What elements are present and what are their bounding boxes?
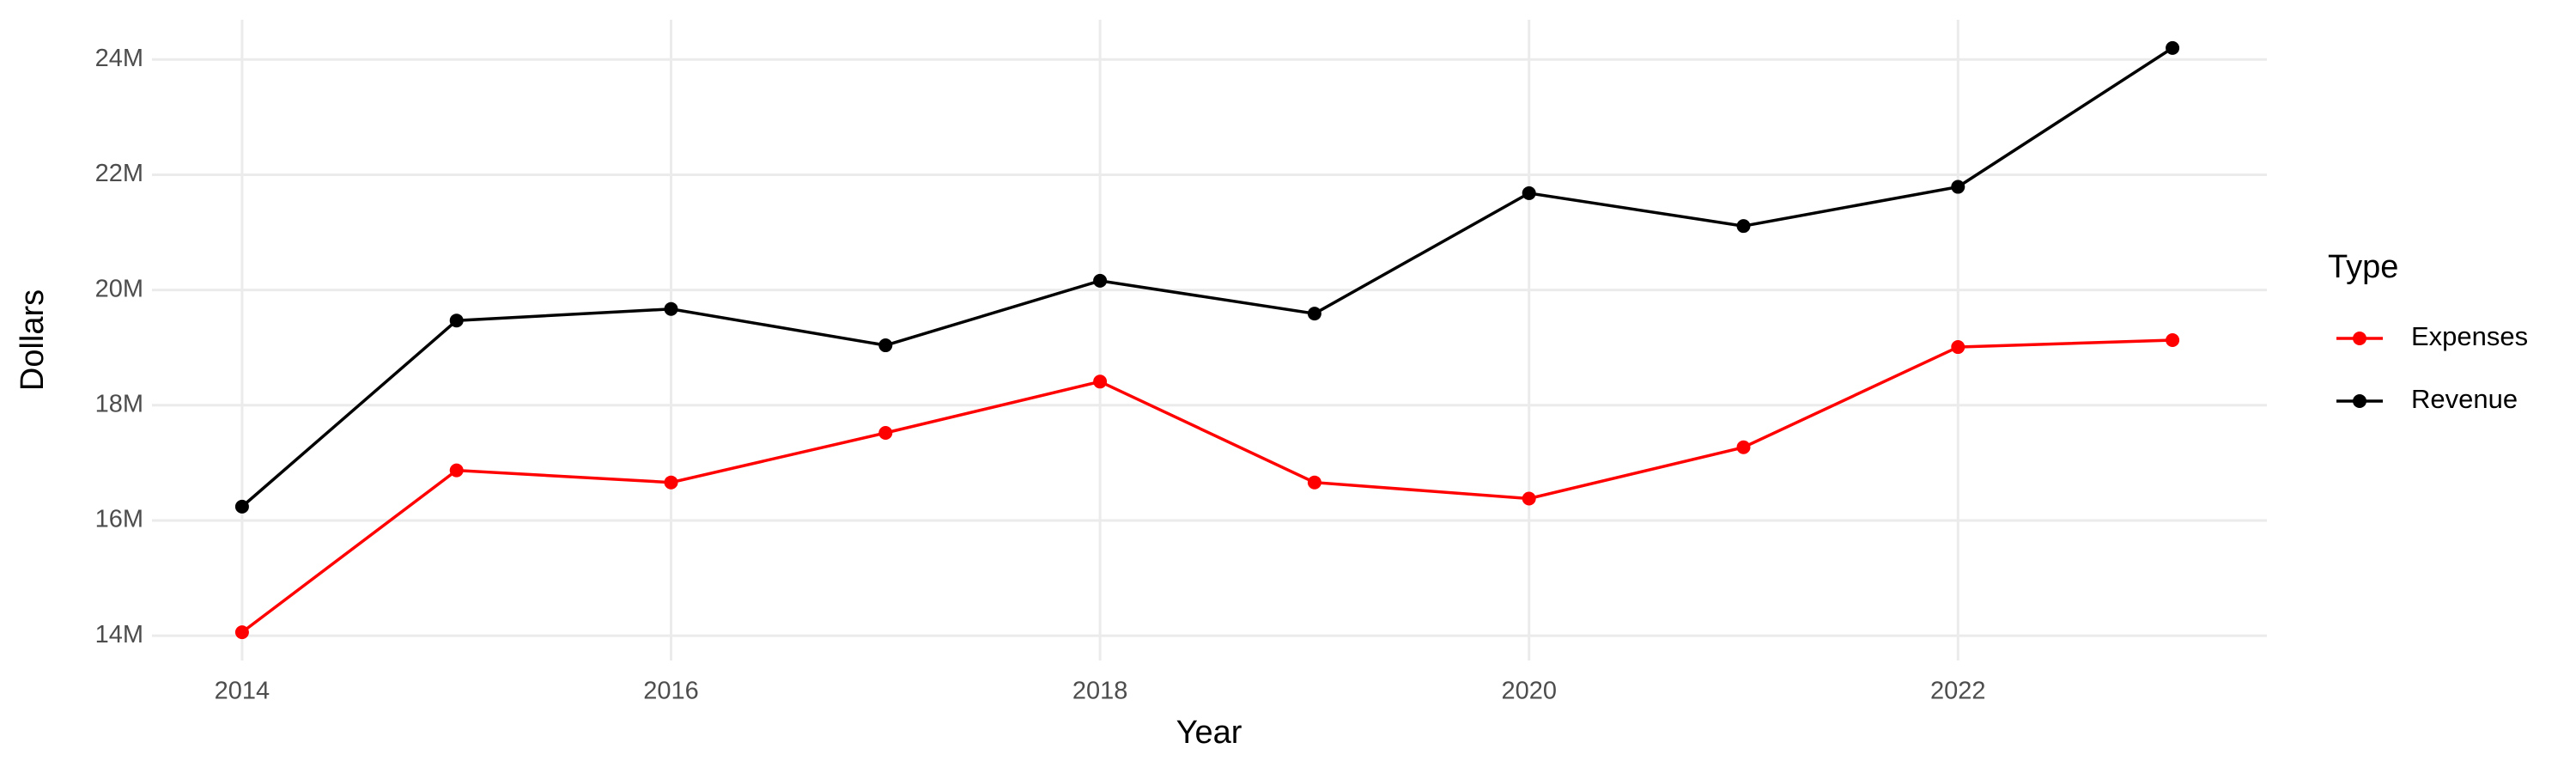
data-point bbox=[234, 499, 249, 514]
x-tick-label: 2020 bbox=[1501, 678, 1557, 705]
x-tick-label: 2014 bbox=[215, 678, 270, 705]
data-point bbox=[878, 426, 893, 441]
data-point bbox=[1951, 340, 1965, 355]
data-point bbox=[1093, 374, 1108, 389]
legend-title: Type bbox=[2328, 249, 2398, 285]
x-tick-label: 2018 bbox=[1072, 678, 1128, 705]
data-point bbox=[664, 301, 678, 316]
data-point bbox=[2166, 333, 2180, 347]
y-tick-label: 24M bbox=[95, 45, 143, 72]
data-point bbox=[1307, 475, 1321, 490]
y-tick-label: 18M bbox=[95, 390, 143, 417]
data-point bbox=[449, 463, 464, 478]
data-point bbox=[2166, 40, 2180, 55]
x-axis-title: Year bbox=[1176, 715, 1242, 751]
data-point bbox=[449, 313, 464, 328]
x-tick-label: 2016 bbox=[643, 678, 699, 705]
data-point bbox=[1951, 180, 1965, 194]
data-point bbox=[1736, 440, 1751, 454]
y-tick-label: 16M bbox=[95, 506, 143, 533]
data-point bbox=[1093, 273, 1108, 288]
data-point bbox=[1522, 186, 1536, 200]
y-tick-label: 14M bbox=[95, 621, 143, 648]
data-point bbox=[664, 475, 678, 490]
grid bbox=[152, 20, 2267, 660]
legend-label: Expenses bbox=[2411, 321, 2528, 351]
data-point bbox=[1522, 491, 1536, 506]
y-tick-label: 22M bbox=[95, 160, 143, 187]
series-line bbox=[240, 338, 2173, 634]
series-line bbox=[240, 46, 2174, 508]
data-point bbox=[878, 338, 893, 353]
y-axis-title: Dollars bbox=[15, 289, 51, 391]
legend-key-point bbox=[2353, 394, 2366, 408]
data-point bbox=[1307, 307, 1321, 321]
y-tick-label: 20M bbox=[95, 275, 143, 302]
legend-label: Revenue bbox=[2411, 384, 2518, 414]
data-point bbox=[1736, 219, 1751, 234]
data-point bbox=[234, 625, 249, 640]
legend-key-point bbox=[2353, 332, 2366, 345]
x-tick-label: 2022 bbox=[1930, 678, 1986, 705]
